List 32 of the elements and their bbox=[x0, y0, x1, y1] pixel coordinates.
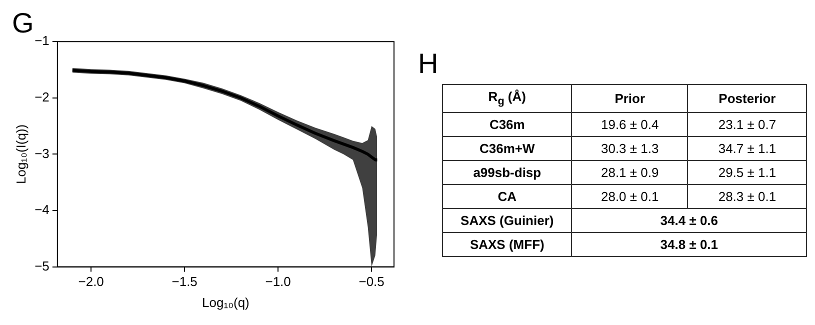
x-tick-label: −2.0 bbox=[78, 274, 104, 290]
text: SAXS (Guinier) bbox=[442, 208, 572, 232]
y-tick-label: −4 bbox=[34, 202, 50, 218]
y-tick-label: −5 bbox=[34, 258, 50, 274]
x-axis-title: Log₁₀(q) bbox=[202, 294, 250, 310]
x-tick-label: −1.0 bbox=[265, 274, 291, 290]
text: 23.1 ± 0.7 bbox=[688, 112, 806, 136]
text: 19.6 ± 0.4 bbox=[572, 112, 688, 136]
y-tick-label: −1 bbox=[34, 33, 50, 48]
text: 34.7 ± 1.1 bbox=[688, 136, 806, 160]
x-tick-label: −0.5 bbox=[358, 274, 384, 290]
text: 29.5 ± 1.1 bbox=[688, 160, 806, 184]
text: a99sb-disp bbox=[442, 160, 572, 184]
text: C36m bbox=[442, 112, 572, 136]
text: 28.3 ± 0.1 bbox=[688, 184, 806, 208]
text: C36m+W bbox=[442, 136, 572, 160]
text: 34.8 ± 0.1 bbox=[572, 232, 806, 256]
text: SAXS (MFF) bbox=[442, 232, 572, 256]
text: Posterior bbox=[688, 84, 806, 112]
text: CA bbox=[442, 184, 572, 208]
text: H bbox=[418, 48, 440, 80]
y-tick-label: −3 bbox=[34, 146, 50, 161]
y-tick-label: −2 bbox=[34, 89, 50, 104]
text: Prior bbox=[572, 84, 688, 112]
chart-title: G bbox=[12, 8, 34, 39]
text: R$_{g}$ (Å) bbox=[442, 84, 572, 112]
text: 28.1 ± 0.9 bbox=[572, 160, 688, 184]
x-tick-label: −1.5 bbox=[172, 274, 198, 290]
text: 28.0 ± 0.1 bbox=[572, 184, 688, 208]
text: 30.3 ± 1.3 bbox=[572, 136, 688, 160]
y-axis-title: Log₁₀(I(q)) bbox=[13, 124, 28, 184]
text: 34.4 ± 0.6 bbox=[572, 208, 806, 232]
